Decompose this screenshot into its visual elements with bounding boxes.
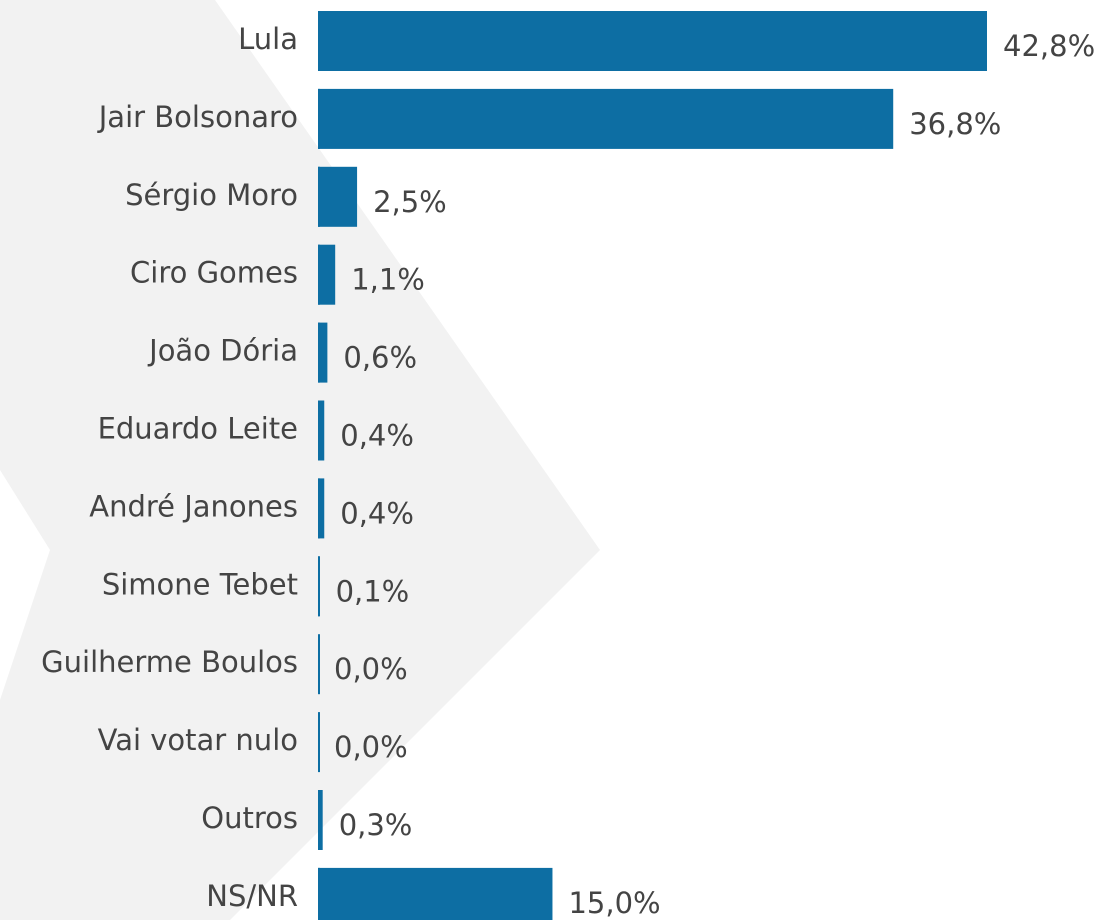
value-label: 0,0% (334, 730, 408, 764)
value-label: 1,1% (351, 263, 425, 297)
value-label: 0,4% (340, 496, 414, 530)
bar (318, 556, 320, 617)
value-label: 42,8% (1003, 29, 1095, 63)
value-label: 0,4% (340, 419, 414, 453)
bar (318, 11, 987, 71)
category-label: Jair Bolsonaro (97, 100, 298, 134)
bar (318, 244, 336, 305)
category-label: NS/NR (206, 879, 298, 913)
bar (318, 867, 553, 920)
category-label: Eduardo Leite (98, 412, 298, 446)
value-label: 15,0% (568, 886, 660, 920)
bar (318, 322, 328, 383)
value-label: 0,3% (339, 808, 413, 842)
category-label: Guilherme Boulos (41, 645, 298, 679)
category-label: Ciro Gomes (130, 256, 298, 290)
category-label: João Dória (147, 334, 298, 368)
category-label: Simone Tebet (102, 567, 298, 601)
bar (318, 790, 323, 850)
bar (318, 166, 358, 227)
value-label: 2,5% (373, 185, 447, 219)
value-label: 0,0% (334, 652, 408, 686)
value-label: 0,6% (343, 341, 417, 375)
category-label: Vai votar nulo (98, 723, 298, 757)
value-label: 0,1% (336, 574, 410, 608)
category-label: André Janones (89, 489, 298, 523)
category-label: Sérgio Moro (125, 178, 298, 212)
bar (318, 400, 325, 461)
bar (318, 478, 325, 539)
value-label: 36,8% (909, 107, 1001, 141)
background-chevron (0, 0, 600, 920)
bar (318, 88, 894, 149)
category-label: Outros (201, 801, 298, 835)
category-label: Lula (238, 22, 298, 56)
